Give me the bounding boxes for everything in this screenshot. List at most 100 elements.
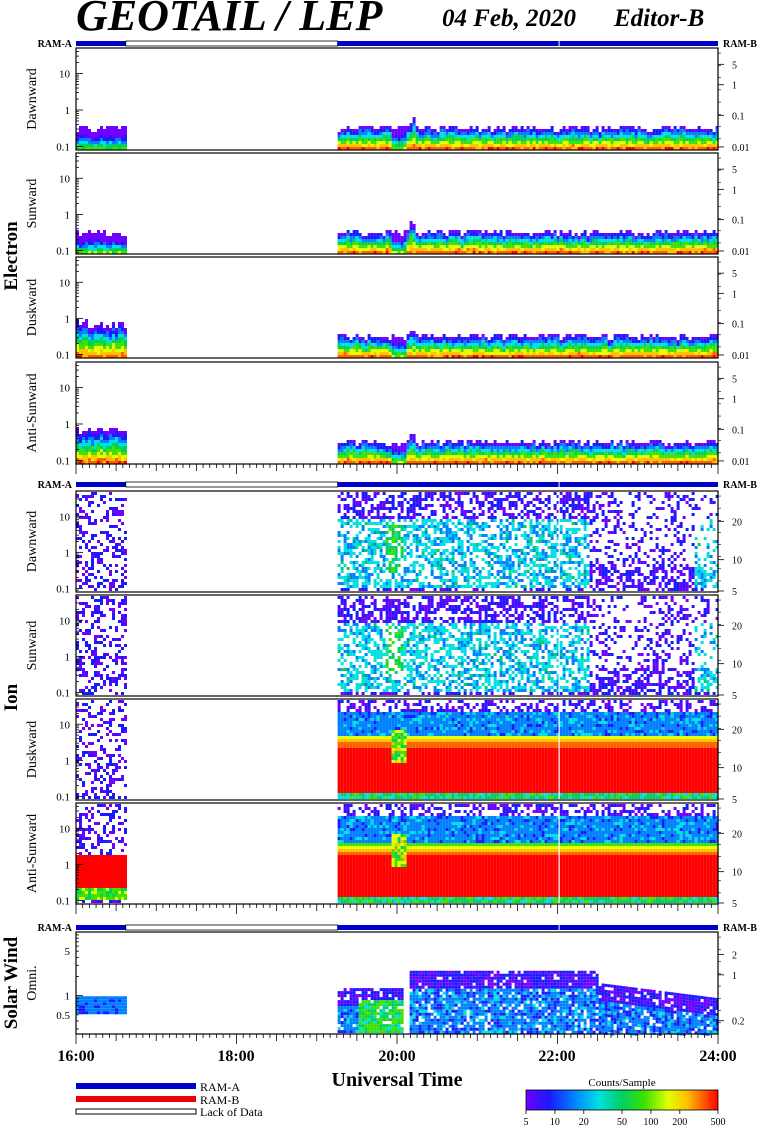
spectrogram-cell: [374, 236, 377, 239]
spectrogram-cell: [446, 455, 449, 458]
spectrogram-cell: [82, 138, 85, 141]
spectrogram-cell: [617, 443, 620, 446]
spectrogram-cell: [79, 349, 82, 352]
spectrogram-cell: [386, 449, 389, 452]
spectrogram-cell: [115, 437, 118, 440]
spectrogram-cell: [653, 242, 656, 245]
spectrogram-cell: [530, 242, 533, 245]
spectrogram-cell: [590, 135, 593, 138]
spectrogram-cell: [512, 349, 515, 352]
spectrogram-cell: [548, 458, 551, 461]
spectrogram-cell: [386, 239, 389, 242]
spectrogram-cell: [641, 242, 644, 245]
spectrogram-cell: [404, 230, 407, 233]
spectrogram-cell: [488, 236, 491, 239]
spectrogram-cell: [407, 236, 410, 239]
spectrogram-cell: [581, 455, 584, 458]
spectrogram-cell: [572, 126, 575, 129]
spectrogram-cell: [488, 458, 491, 461]
spectrogram-cell: [686, 236, 689, 239]
spectrogram-cell: [410, 340, 413, 343]
spectrogram-cell: [545, 242, 548, 245]
spectrogram-cell: [431, 233, 434, 236]
spectrogram-cell: [491, 452, 494, 455]
spectrogram-cell: [530, 446, 533, 449]
spectrogram-cell: [623, 239, 626, 242]
spectrogram-cell: [371, 446, 374, 449]
spectrogram-cell: [377, 452, 380, 455]
spectrogram-cell: [524, 452, 527, 455]
spectrogram-cell: [572, 236, 575, 239]
spectrogram-cell: [482, 233, 485, 236]
spectrogram-cell: [587, 337, 590, 340]
spectrogram-cell: [677, 230, 680, 233]
spectrogram-cell: [485, 233, 488, 236]
spectrogram-cell: [446, 245, 449, 248]
spectrogram-cell: [377, 458, 380, 461]
spectrogram-cell: [344, 239, 347, 242]
spectrogram-cell: [482, 129, 485, 132]
spectrogram-cell: [443, 132, 446, 135]
spectrogram-cell: [88, 242, 91, 245]
spectrogram-cell: [545, 132, 548, 135]
spectrogram-cell: [440, 239, 443, 242]
spectrogram-cell: [422, 233, 425, 236]
spectrogram-cell: [353, 230, 356, 233]
spectrogram-cell: [491, 245, 494, 248]
spectrogram-cell: [656, 129, 659, 132]
spectrogram-cell: [455, 346, 458, 349]
spectrogram-cell: [506, 337, 509, 340]
spectrogram-cell: [118, 440, 121, 443]
spectrogram-cell: [106, 239, 109, 242]
spectrogram-cell: [449, 144, 452, 147]
spectrogram-cell: [374, 343, 377, 346]
spectrogram-cell: [494, 337, 497, 340]
spectrogram-cell: [692, 340, 695, 343]
spectrogram-cell: [575, 449, 578, 452]
spectrogram-cell: [512, 343, 515, 346]
spectrogram-cell: [593, 233, 596, 236]
spectrogram-cell: [647, 144, 650, 147]
spectrogram-cell: [368, 452, 371, 455]
spectrogram-cell: [656, 230, 659, 233]
spectrogram-cell: [497, 129, 500, 132]
spectrogram-cell: [659, 346, 662, 349]
spectrogram-cell: [650, 346, 653, 349]
spectrogram-cell: [374, 245, 377, 248]
spectrogram-cell: [584, 446, 587, 449]
spectrogram-cell: [97, 346, 100, 349]
spectrogram-cell: [374, 129, 377, 132]
spectrogram-cell: [118, 349, 121, 352]
spectrogram-cell: [578, 449, 581, 452]
spectrogram-cell: [380, 343, 383, 346]
spectrogram-cell: [103, 431, 106, 434]
spectrogram-cell: [599, 132, 602, 135]
spectrogram-cell: [416, 248, 419, 251]
spectrogram-cell: [704, 141, 707, 144]
spectrogram-cell: [371, 141, 374, 144]
spectrogram-cell: [440, 141, 443, 144]
spectrogram-cell: [473, 443, 476, 446]
spectrogram-cell: [626, 144, 629, 147]
spectrogram-cell: [536, 135, 539, 138]
ram-a-label: RAM-A: [38, 39, 73, 50]
spectrogram-cell: [668, 248, 671, 251]
spectrogram-cell: [629, 248, 632, 251]
spectrogram-cell: [410, 233, 413, 236]
geotail-lep-figure: GEOTAIL / LEP 04 Feb, 2020 Editor-B RAM-…: [0, 0, 762, 1128]
spectrogram-cell: [458, 449, 461, 452]
spectrogram-cell: [404, 135, 407, 138]
spectrogram-cell: [551, 144, 554, 147]
spectrogram-cell: [362, 135, 365, 138]
spectrogram-cell: [710, 352, 713, 355]
spectrogram-cell: [461, 443, 464, 446]
spectrogram-cell: [653, 337, 656, 340]
spectrogram-cell: [94, 248, 97, 251]
spectrogram-cell: [434, 449, 437, 452]
spectrogram-cell: [644, 443, 647, 446]
spectrogram-cell: [683, 138, 686, 141]
spectrogram-cell: [401, 144, 404, 147]
spectrogram-cell: [515, 141, 518, 144]
spectrogram-cell: [410, 227, 413, 230]
spectrogram-cell: [389, 242, 392, 245]
